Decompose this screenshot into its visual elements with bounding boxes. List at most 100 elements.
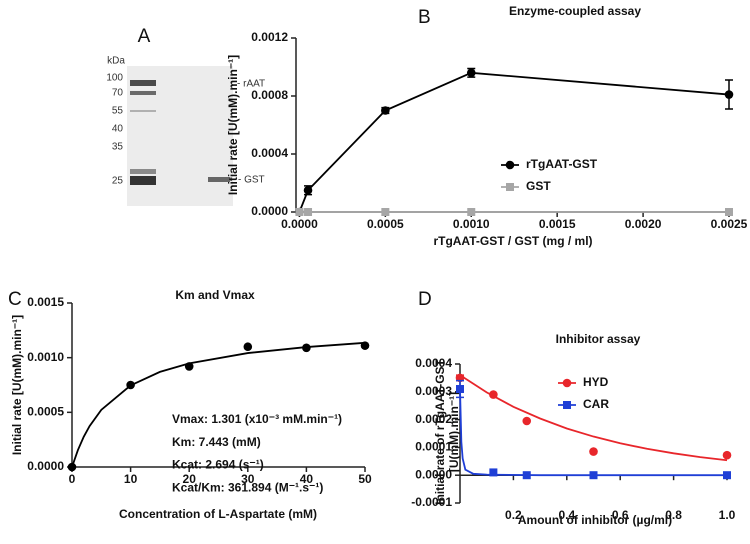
data-point	[589, 447, 598, 456]
data-point	[722, 450, 732, 460]
x-tick-label: 50	[358, 472, 372, 486]
data-point	[456, 385, 464, 394]
x-tick-label: 1.0	[719, 508, 736, 522]
fit-curve	[459, 374, 728, 462]
y-tick-label: 0.0008	[251, 88, 288, 102]
legend-marker	[506, 183, 514, 191]
panel-letter: C	[8, 289, 22, 310]
x-tick-label: 0	[69, 472, 76, 486]
data-point	[522, 416, 532, 426]
x-axis-label: rTgAAT-GST / GST (mg / ml)	[433, 234, 592, 248]
x-tick-label: 30	[241, 472, 255, 486]
marker-label: 40	[112, 124, 124, 135]
x-tick-label: 0.0005	[367, 217, 404, 231]
y-tick-label: 0.0005	[27, 405, 64, 419]
panel-letter: D	[418, 289, 432, 310]
gel-band	[130, 110, 156, 112]
x-tick-label: 0.0010	[453, 217, 490, 231]
data-point	[302, 343, 311, 353]
data-point	[725, 208, 733, 216]
y-tick-label: 0.0012	[251, 30, 288, 44]
data-point	[589, 471, 598, 480]
chart-panel: B Enzyme-coupled assay rTgAAT-GST / GST (m…	[226, 4, 748, 248]
y-axis-label: Initial rate of rTgAAT-GST	[433, 358, 447, 504]
y-axis-label: [U(mM).min⁻¹]	[447, 392, 461, 472]
data-point	[489, 390, 498, 399]
y-tick-label: -0.0001	[411, 495, 452, 509]
annotation: Kcat: 2.694 (s⁻¹)	[172, 458, 264, 472]
marker-label: 55	[112, 106, 124, 117]
band-label: - rAAT	[237, 79, 265, 90]
data-point	[303, 185, 313, 195]
panel-letter: A	[138, 26, 151, 47]
y-tick-label: 0.0003	[415, 384, 452, 398]
x-tick-label: 0.0020	[625, 217, 662, 231]
data-point	[723, 471, 731, 480]
marker-label: 100	[106, 73, 123, 84]
data-point	[126, 380, 135, 390]
series-line	[298, 71, 730, 213]
y-tick-label: 0.0004	[251, 146, 288, 160]
gel-band	[130, 169, 156, 174]
data-point	[381, 208, 390, 216]
gel-band	[130, 176, 156, 185]
data-point	[184, 362, 194, 371]
y-tick-label: 0.0004	[415, 356, 452, 370]
legend-marker	[563, 401, 571, 409]
x-tick-label: 40	[300, 472, 314, 486]
gel-band	[208, 177, 230, 182]
y-axis-label: Initial rate [U(mM).min⁻¹]	[10, 315, 24, 455]
x-tick-label: 0.4	[558, 508, 575, 522]
y-tick-label: 0.0002	[415, 412, 452, 426]
marker-label: 35	[112, 142, 124, 153]
annotation: Km: 7.443 (mM)	[172, 435, 261, 449]
y-tick-label: 0.0000	[251, 204, 288, 218]
gel-band	[130, 80, 156, 86]
data-point	[381, 106, 390, 115]
band-label: - GST	[238, 175, 265, 186]
data-point	[522, 471, 531, 480]
data-point	[466, 68, 476, 78]
legend-marker	[505, 160, 515, 170]
data-point	[243, 342, 253, 352]
x-tick-label: 0.0025	[711, 217, 748, 231]
chart-title: Inhibitor assay	[556, 332, 641, 346]
legend-marker	[562, 378, 572, 388]
y-axis-label: Initial rate [U(mM).min⁻¹]	[226, 55, 240, 195]
data-point	[67, 462, 77, 472]
x-tick-label: 20	[183, 472, 197, 486]
x-tick-label: 0.0000	[281, 217, 318, 231]
legend-label: CAR	[583, 397, 609, 411]
data-point	[360, 341, 370, 350]
marker-label: 25	[112, 176, 124, 187]
gel-unit: kDa	[107, 56, 125, 67]
y-tick-label: 0.0000	[415, 467, 452, 481]
chart-title: Km and Vmax	[175, 288, 255, 302]
gel-band	[130, 91, 156, 95]
x-tick-label: 0.0015	[539, 217, 576, 231]
x-tick-label: 10	[124, 472, 138, 486]
chart-title: Enzyme-coupled assay	[509, 4, 641, 18]
data-point	[489, 468, 498, 477]
legend-label: HYD	[583, 375, 609, 389]
x-tick-label: 0.8	[665, 508, 682, 522]
data-point	[295, 208, 304, 216]
x-axis-label: Concentration of L-Aspartate (mM)	[119, 507, 317, 521]
marker-label: 70	[112, 88, 124, 99]
x-tick-label: 0.2	[505, 508, 522, 522]
x-axis-label: Amount of inhibitor (µg/ml)	[518, 513, 672, 527]
chart-panel: C Km and Vmax Concentration of L-Aspartate…	[8, 288, 372, 521]
panel-letter: B	[418, 7, 431, 28]
y-tick-label: 0.0015	[27, 295, 64, 309]
annotation: Vmax: 1.301 (x10⁻³ mM.min⁻¹)	[172, 412, 342, 426]
data-point	[467, 208, 476, 216]
chart-panel: D Inhibitor assay Amount of inhibitor (µg/…	[411, 289, 735, 527]
y-tick-label: 0.0000	[27, 459, 64, 473]
gel-panel: A kDa 100 70 55 40 35 25 - rAAT - GST	[106, 26, 265, 206]
y-tick-label: 0.0001	[415, 440, 452, 454]
y-tick-label: 0.0010	[27, 350, 64, 364]
data-point	[304, 208, 313, 216]
legend-label: GST	[526, 179, 551, 193]
fit-curve	[459, 388, 727, 477]
